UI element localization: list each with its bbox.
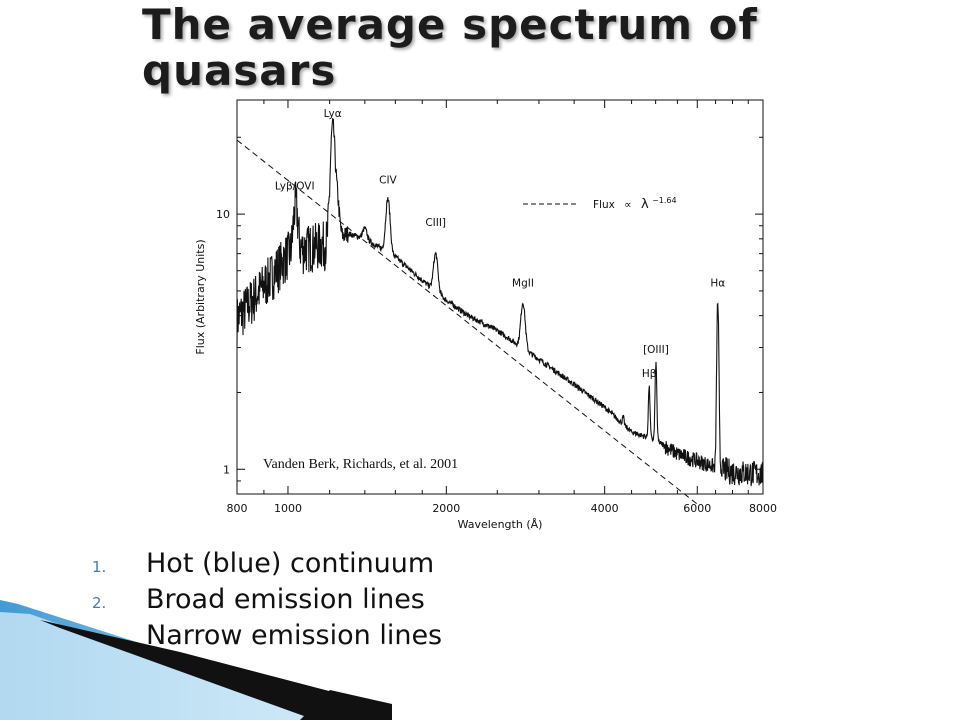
x-tick-label: 8000	[749, 502, 777, 515]
emission-line-label: CIV	[379, 174, 397, 186]
emission-line-label: MgII	[512, 278, 534, 290]
bullet-text: Narrow emission lines	[146, 620, 443, 651]
spectrum-series	[236, 118, 764, 487]
bullet-list: 1. Hot (blue) continuum 2. Broad emission …	[92, 548, 442, 656]
legend: Flux ∝ λ −1.64	[523, 196, 677, 212]
legend-label: Flux ∝ λ −1.64	[593, 196, 677, 212]
x-tick-label: 2000	[432, 502, 460, 515]
x-tick-label: 6000	[683, 502, 711, 515]
y-tick-label: 10	[216, 208, 230, 221]
x-axis-label: Wavelength (Å)	[458, 518, 543, 530]
x-tick-label: 1000	[274, 502, 302, 515]
spectrum-chart: 800 1000 2000 4000 6000 8000 1 10 Lyα Lyβ/OVI CIV…	[194, 99, 777, 530]
x-tick-label: 800	[227, 502, 248, 515]
emission-line-label: Lyα	[324, 108, 342, 120]
legend-prefix: Flux	[593, 199, 615, 211]
emission-line-label: Hβ	[642, 368, 657, 380]
y-tick-label: 1	[223, 463, 230, 476]
legend-symbol: ∝	[624, 199, 632, 211]
bullet-item-3: Narrow emission lines	[92, 620, 442, 656]
powerlaw-fit	[236, 139, 698, 505]
x-tick-label: 4000	[591, 502, 619, 515]
spectrum-line	[236, 118, 764, 487]
emission-line-label: Hα	[710, 278, 725, 290]
legend-exponent: −1.64	[652, 196, 677, 205]
plot-frame	[236, 99, 764, 495]
arrow-head	[300, 690, 392, 720]
emission-line-label: [OIII]	[643, 344, 669, 356]
bullet-item-2: 2. Broad emission lines	[92, 584, 442, 620]
powerlaw-line	[236, 139, 698, 505]
axis-ticks: 800 1000 2000 4000 6000 8000 1 10	[216, 100, 777, 515]
legend-power: λ	[641, 197, 649, 212]
emission-line-label: CIII]	[425, 217, 446, 229]
y-axis-label: Flux (Arbitrary Units)	[194, 239, 207, 354]
line-labels: Lyα Lyβ/OVI CIV CIII] MgII [OIII] Hβ Hα	[275, 108, 725, 380]
slide-title: The average spectrum of quasars	[142, 0, 758, 95]
bullet-number: 1.	[92, 558, 107, 576]
bullet-text: Hot (blue) continuum	[146, 548, 435, 579]
bullet-text: Broad emission lines	[146, 584, 425, 615]
chart-credit: Vanden Berk, Richards, et al. 2001	[263, 457, 458, 472]
plot-border	[236, 99, 764, 495]
bullet-number: 2.	[92, 594, 107, 612]
emission-line-label: Lyβ/OVI	[275, 180, 315, 192]
bullet-item-1: 1. Hot (blue) continuum	[92, 548, 442, 584]
